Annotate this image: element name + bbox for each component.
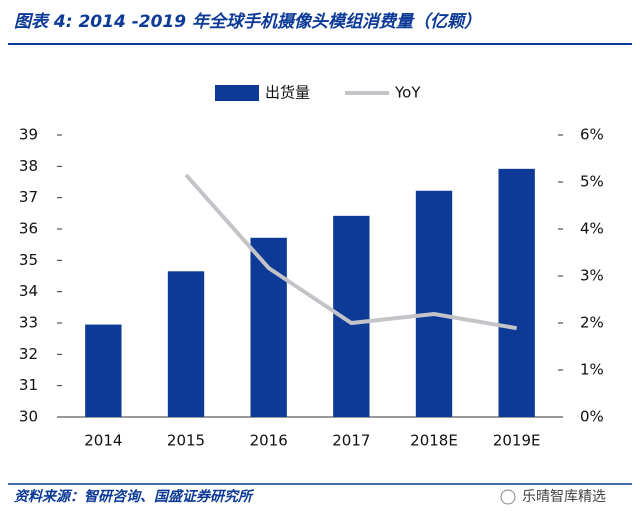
- y2-tick-label: 2%: [580, 314, 604, 332]
- bar: [415, 190, 453, 417]
- x-tick-label: 2015: [167, 432, 205, 450]
- legend-swatch: [215, 85, 259, 101]
- source: 资料来源：智研咨询、国盛证券研究所: [14, 488, 255, 505]
- legend-label: YoY: [394, 84, 421, 102]
- y2-tick-label: 6%: [580, 126, 604, 144]
- legend-label: 出货量: [265, 84, 310, 102]
- y-tick-label: 37: [19, 188, 38, 206]
- y-tick-label: 33: [19, 314, 38, 332]
- line: [184, 173, 518, 331]
- y2-tick-label: 3%: [580, 267, 604, 285]
- x-tick-label: 2018E: [410, 432, 458, 450]
- y2-tick-label: 0%: [580, 408, 604, 426]
- y-tick-label: 30: [19, 408, 38, 426]
- x-tick-label: 2016: [250, 432, 288, 450]
- y2-tick-label: 4%: [580, 220, 604, 238]
- y2-tick-label: 5%: [580, 173, 604, 191]
- bar: [250, 237, 287, 417]
- y-tick-label: 35: [19, 251, 38, 269]
- y-tick-label: 34: [19, 282, 38, 300]
- y-tick-label: 32: [19, 345, 38, 363]
- bar: [85, 324, 122, 417]
- bar: [167, 271, 205, 417]
- bar: [498, 168, 535, 417]
- y-tick-label: 38: [19, 157, 38, 175]
- x-tick-label: 2019E: [493, 432, 541, 450]
- watermark: 乐晴智库精选: [522, 489, 606, 505]
- chart-title: 图表 4: 2014 -2019 年全球手机摄像头模组消费量（亿颗）: [14, 12, 481, 32]
- y2-tick-label: 1%: [580, 361, 604, 379]
- y-tick-label: 39: [19, 126, 38, 144]
- watermark-icon: [500, 489, 516, 505]
- x-tick-label: 2017: [332, 432, 370, 450]
- y-tick-label: 36: [19, 220, 38, 238]
- y-tick-label: 31: [19, 376, 38, 394]
- x-tick-label: 2014: [84, 432, 122, 450]
